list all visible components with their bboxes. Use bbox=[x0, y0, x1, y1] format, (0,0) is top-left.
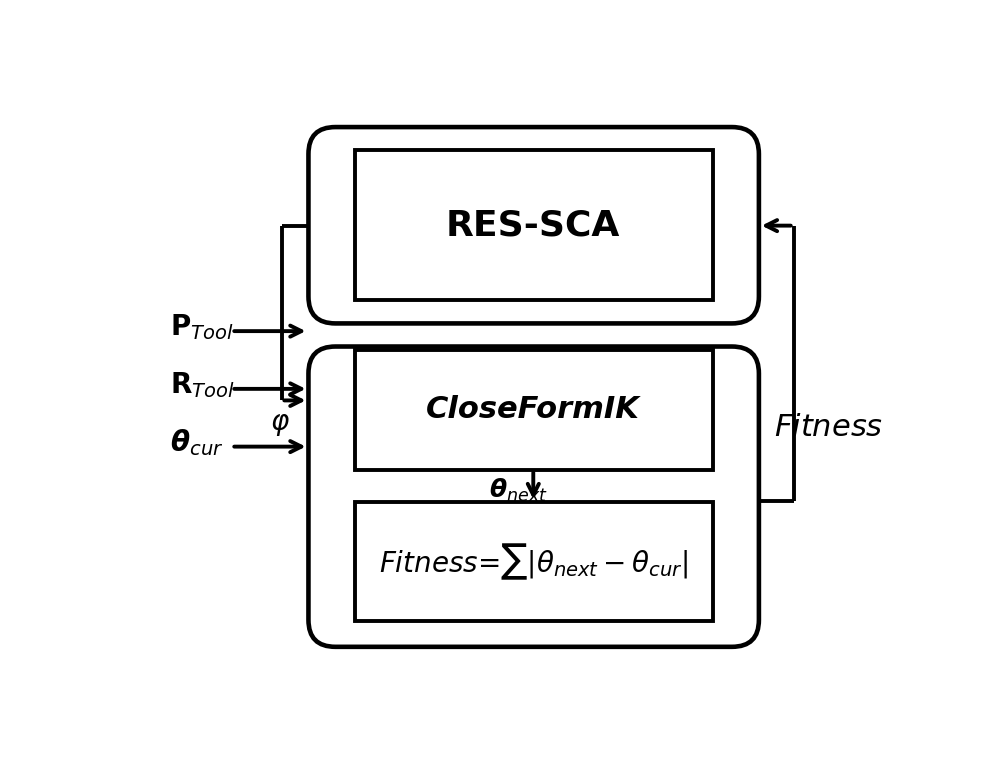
Text: $\mathbf{R}_{\mathit{Tool}}$: $\mathbf{R}_{\mathit{Tool}}$ bbox=[170, 370, 234, 400]
Bar bbox=[355, 502, 713, 622]
Bar bbox=[355, 350, 713, 470]
Text: $\boldsymbol{\theta}_{\mathit{next}}$: $\boldsymbol{\theta}_{\mathit{next}}$ bbox=[489, 477, 548, 504]
Text: $\mathit{Fitness}$: $\mathit{Fitness}$ bbox=[774, 413, 883, 442]
Text: RES-SCA: RES-SCA bbox=[446, 208, 620, 243]
Bar bbox=[355, 150, 713, 301]
Text: $\boldsymbol{\theta}_{\mathit{cur}}$: $\boldsymbol{\theta}_{\mathit{cur}}$ bbox=[170, 428, 223, 458]
Text: $\mathbf{P}_{\mathit{Tool}}$: $\mathbf{P}_{\mathit{Tool}}$ bbox=[170, 312, 233, 342]
Text: CloseFormIK: CloseFormIK bbox=[426, 395, 640, 424]
FancyBboxPatch shape bbox=[308, 127, 759, 323]
Text: $\varphi$: $\varphi$ bbox=[270, 410, 290, 438]
Text: $\mathit{Fitness}$=$\sum|\mathit{\theta_{next}}-\mathit{\theta_{cur}}|$: $\mathit{Fitness}$=$\sum|\mathit{\theta_… bbox=[379, 542, 688, 583]
FancyBboxPatch shape bbox=[308, 347, 759, 647]
